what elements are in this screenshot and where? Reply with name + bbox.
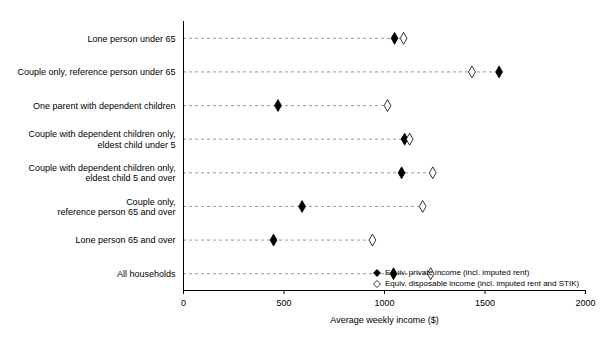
html-text:Equiv. disposable income (incl: Equiv. disposable income (incl. imputed …	[385, 279, 580, 288]
svg-text:One parent with dependent chil: One parent with dependent children	[33, 101, 176, 111]
svg-text:2000: 2000	[575, 298, 595, 308]
svg-text:1500: 1500	[475, 298, 495, 308]
svg-text:0: 0	[181, 298, 186, 308]
svg-text:1000: 1000	[374, 298, 394, 308]
svg-text:Couple only, reference person: Couple only, reference person under 65	[18, 67, 176, 77]
svg-text:Lone person under 65: Lone person under 65	[87, 34, 175, 44]
svg-text:Couple only,reference person 6: Couple only,reference person 65 and over	[57, 197, 175, 217]
html-text:Equiv. private income (incl. i: Equiv. private income (incl. imputed ren…	[385, 268, 530, 277]
svg-text:All households: All households	[117, 269, 176, 279]
svg-text:Average weekly income ($): Average weekly income ($)	[330, 315, 438, 325]
svg-text:500: 500	[276, 298, 291, 308]
svg-text:Couple with dependent children: Couple with dependent children only,elde…	[29, 129, 176, 149]
svg-text:Lone person 65 and over: Lone person 65 and over	[75, 235, 175, 245]
svg-text:Couple with dependent children: Couple with dependent children only,elde…	[29, 163, 176, 183]
